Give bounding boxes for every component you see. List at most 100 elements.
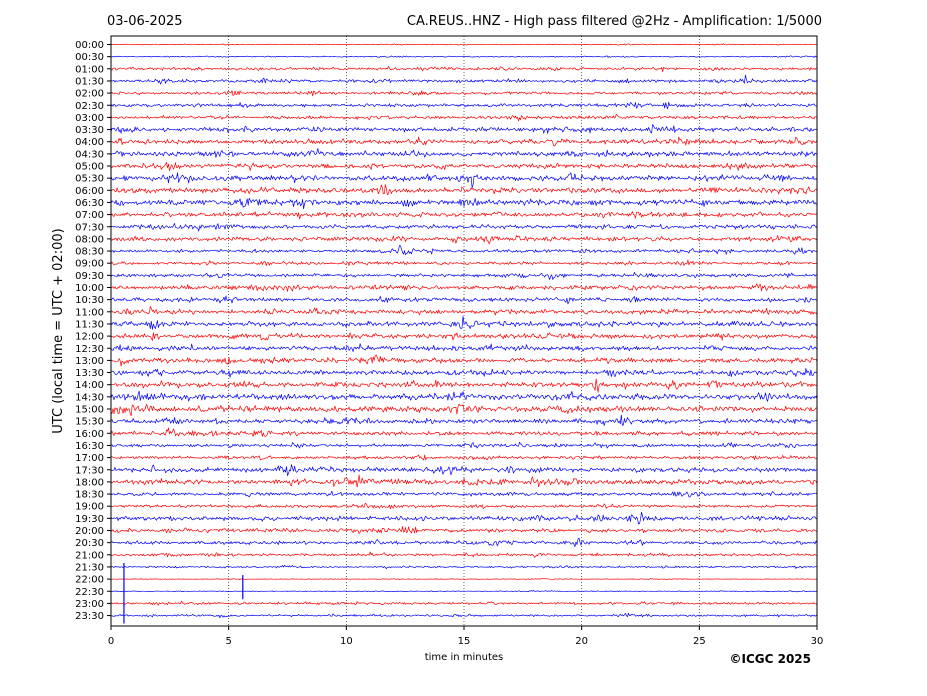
y-tick-label: 17:30 — [75, 465, 104, 476]
trace-line — [110, 148, 818, 158]
trace-line — [111, 578, 818, 580]
trace-line — [110, 43, 818, 46]
y-tick-label: 13:00 — [75, 356, 104, 367]
trace-line — [110, 124, 818, 134]
y-tick-label: 03:00 — [75, 113, 104, 124]
trace-line — [110, 136, 818, 147]
y-tick-label: 02:30 — [75, 101, 104, 112]
trace-line — [110, 271, 818, 280]
x-tick-label: 10 — [340, 636, 353, 647]
y-tick-label: 06:30 — [75, 198, 104, 209]
trace-line — [110, 551, 818, 558]
x-tick-label: 0 — [108, 636, 114, 647]
y-tick-label: 13:30 — [75, 368, 104, 379]
trace-line — [110, 564, 818, 570]
y-tick-label: 11:30 — [75, 319, 104, 330]
trace-line — [110, 537, 818, 548]
grid-lines — [228, 36, 700, 626]
trace-line — [110, 600, 818, 606]
trace-line — [110, 259, 818, 267]
trace-line — [110, 235, 818, 245]
y-tick-label: 14:30 — [75, 392, 104, 403]
trace-line — [110, 454, 818, 461]
x-tick-label: 25 — [693, 636, 706, 647]
trace-line — [110, 332, 818, 341]
y-tick-label: 16:00 — [75, 429, 104, 440]
y-tick-label: 03:30 — [75, 125, 104, 136]
y-tick-label: 06:00 — [75, 186, 104, 197]
y-tick-label: 21:00 — [75, 550, 104, 561]
trace-line — [110, 414, 818, 426]
trace-line — [110, 612, 818, 619]
y-tick-label: 21:30 — [75, 562, 104, 573]
y-tick-label: 12:30 — [75, 344, 104, 355]
x-tick-group: 0 5 10 15 20 25 30 — [108, 626, 824, 647]
trace-line — [110, 526, 818, 535]
y-tick-label: 01:30 — [75, 76, 104, 87]
trace-line — [110, 211, 818, 220]
y-tick-label: 05:30 — [75, 174, 104, 185]
trace-line — [110, 184, 818, 196]
x-tick-label: 5 — [225, 636, 231, 647]
y-tick-label: 23:00 — [75, 599, 104, 610]
y-tick-label: 09:00 — [75, 259, 104, 270]
y-tick-label: 19:00 — [75, 502, 104, 513]
trace-line — [110, 474, 818, 488]
trace-line — [110, 306, 818, 316]
trace-line — [110, 55, 818, 58]
date-label: 03-06-2025 — [107, 14, 183, 29]
trace-line — [110, 65, 818, 73]
chart-title: CA.REUS..HNZ - High pass filtered @2Hz -… — [407, 14, 822, 29]
y-tick-label: 18:30 — [75, 490, 104, 501]
trace-line — [110, 390, 818, 402]
y-tick-label: 15:30 — [75, 417, 104, 428]
y-tick-label: 07:00 — [75, 210, 104, 221]
trace-line — [110, 511, 818, 525]
trace-line — [110, 197, 818, 210]
trace-line — [110, 354, 818, 367]
y-tick-label: 00:00 — [75, 40, 104, 51]
trace-line — [110, 378, 818, 393]
trace-line — [110, 490, 818, 498]
trace-line — [110, 74, 818, 85]
trace-line — [110, 172, 818, 189]
x-tick-label: 15 — [458, 636, 471, 647]
y-tick-label: 18:00 — [75, 477, 104, 488]
trace-line — [110, 502, 818, 510]
y-tick-label: 17:00 — [75, 453, 104, 464]
y-tick-label: 16:30 — [75, 441, 104, 452]
trace-line — [110, 403, 818, 417]
trace-line — [110, 101, 818, 110]
x-axis-label: time in minutes — [425, 652, 504, 663]
y-tick-label: 19:30 — [75, 514, 104, 525]
trace-line — [110, 590, 818, 593]
y-tick-label: 04:00 — [75, 137, 104, 148]
y-tick-label: 08:30 — [75, 247, 104, 258]
y-tick-label: 02:00 — [75, 89, 104, 100]
y-tick-label: 23:30 — [75, 611, 104, 622]
y-tick-label: 14:00 — [75, 380, 104, 391]
y-axis-label: UTC (local time = UTC + 02:00) — [51, 228, 66, 433]
y-tick-label: 10:30 — [75, 295, 104, 306]
y-tick-label: 09:30 — [75, 271, 104, 282]
trace-line — [110, 223, 818, 232]
y-tick-label: 12:00 — [75, 332, 104, 343]
trace-line — [110, 315, 818, 330]
x-tick-label: 20 — [575, 636, 588, 647]
trace-line — [110, 114, 817, 122]
y-tick-label: 22:30 — [75, 587, 104, 598]
trace-line — [110, 367, 818, 378]
trace-line — [110, 245, 818, 256]
trace-group — [110, 43, 818, 624]
y-tick-label: 10:00 — [75, 283, 104, 294]
trace-line — [110, 427, 818, 437]
y-tick-label: 11:00 — [75, 307, 104, 318]
trace-line — [110, 295, 818, 305]
y-tick-label: 22:00 — [75, 575, 104, 586]
trace-line — [110, 283, 818, 292]
y-tick-label: 08:00 — [75, 234, 104, 245]
x-tick-label: 30 — [811, 636, 824, 647]
trace-line — [110, 441, 818, 449]
